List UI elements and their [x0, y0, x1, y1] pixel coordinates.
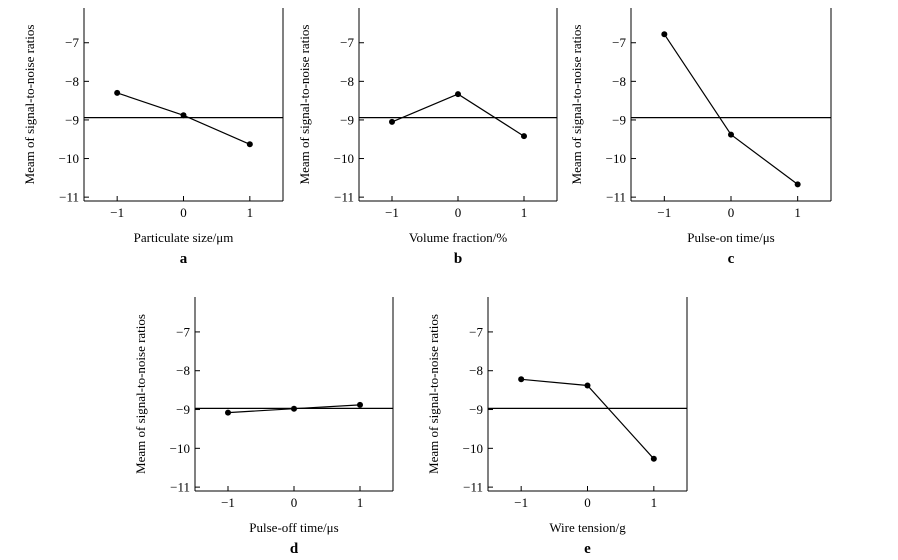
y-tick-label: −8 — [65, 74, 79, 89]
y-tick-label: −8 — [469, 363, 483, 378]
y-tick-label: −7 — [176, 324, 190, 339]
series-line — [117, 92, 251, 145]
x-tick-label: −1 — [110, 205, 124, 220]
x-tick-label: 0 — [291, 495, 298, 510]
panel-label: e — [584, 541, 591, 557]
y-tick-label: −10 — [334, 151, 354, 166]
y-tick-label: −9 — [65, 112, 79, 127]
x-tick-label: −1 — [657, 205, 671, 220]
x-tick-label: 1 — [794, 205, 801, 220]
y-tick-label: −8 — [612, 74, 626, 89]
y-axis-title: Meam of signal-to-noise ratios — [569, 25, 584, 185]
data-point — [650, 455, 657, 462]
y-tick-label: −10 — [170, 441, 190, 456]
y-tick-label: −10 — [463, 441, 483, 456]
y-tick-label: −7 — [65, 35, 79, 50]
data-point — [521, 133, 527, 140]
data-point — [225, 409, 231, 416]
data-point — [728, 131, 734, 138]
panel-label: d — [290, 541, 299, 557]
y-tick-label: −7 — [469, 324, 483, 339]
data-point — [794, 181, 801, 188]
y-tick-label: −8 — [340, 74, 354, 89]
data-point — [518, 376, 525, 383]
x-tick-label: −1 — [514, 495, 528, 510]
x-tick-label: 0 — [180, 205, 187, 220]
data-point — [246, 141, 253, 148]
x-tick-label: 0 — [728, 205, 735, 220]
data-point — [661, 31, 668, 38]
data-point — [291, 405, 297, 412]
y-tick-label: −10 — [59, 151, 79, 166]
series-line — [663, 33, 799, 185]
series-line — [521, 378, 655, 460]
data-point — [455, 91, 461, 98]
x-axis-title: Wire tension/g — [549, 520, 626, 535]
y-axis-title: Meam of signal-to-noise ratios — [22, 25, 37, 185]
y-tick-label: −9 — [612, 112, 626, 127]
y-tick-label: −10 — [606, 151, 626, 166]
x-axis-title: Particulate size/μm — [134, 230, 234, 245]
x-axis-title: Pulse-off time/μs — [249, 520, 338, 535]
series-line — [391, 93, 525, 137]
panel-label: b — [454, 251, 462, 267]
panel-label: a — [180, 251, 188, 267]
y-tick-label: −7 — [612, 35, 626, 50]
x-axis-title: Volume fraction/% — [409, 230, 507, 245]
x-tick-label: 0 — [455, 205, 462, 220]
y-tick-label: −8 — [176, 363, 190, 378]
x-tick-label: −1 — [385, 205, 399, 220]
x-tick-label: 1 — [357, 495, 364, 510]
data-point — [357, 401, 363, 408]
y-tick-label: −11 — [334, 190, 354, 205]
x-axis-title: Pulse-on time/μs — [687, 230, 775, 245]
y-tick-label: −11 — [59, 190, 79, 205]
x-tick-label: 1 — [521, 205, 528, 220]
x-tick-label: 1 — [247, 205, 254, 220]
y-tick-label: −9 — [340, 112, 354, 127]
y-axis-title: Meam of signal-to-noise ratios — [133, 314, 148, 474]
data-point — [114, 89, 121, 96]
y-tick-label: −11 — [170, 480, 190, 495]
data-point — [389, 118, 395, 125]
y-tick-label: −7 — [340, 35, 354, 50]
x-tick-label: 0 — [584, 495, 591, 510]
y-tick-label: −9 — [469, 402, 483, 417]
y-tick-label: −11 — [606, 190, 626, 205]
panel-label: c — [728, 251, 735, 267]
x-tick-label: −1 — [221, 495, 235, 510]
y-tick-label: −9 — [176, 402, 190, 417]
y-tick-label: −11 — [463, 480, 483, 495]
x-tick-label: 1 — [651, 495, 658, 510]
data-point — [180, 112, 187, 119]
y-axis-title: Meam of signal-to-noise ratios — [426, 314, 441, 474]
data-point — [584, 382, 591, 389]
y-axis-title: Meam of signal-to-noise ratios — [297, 25, 312, 185]
